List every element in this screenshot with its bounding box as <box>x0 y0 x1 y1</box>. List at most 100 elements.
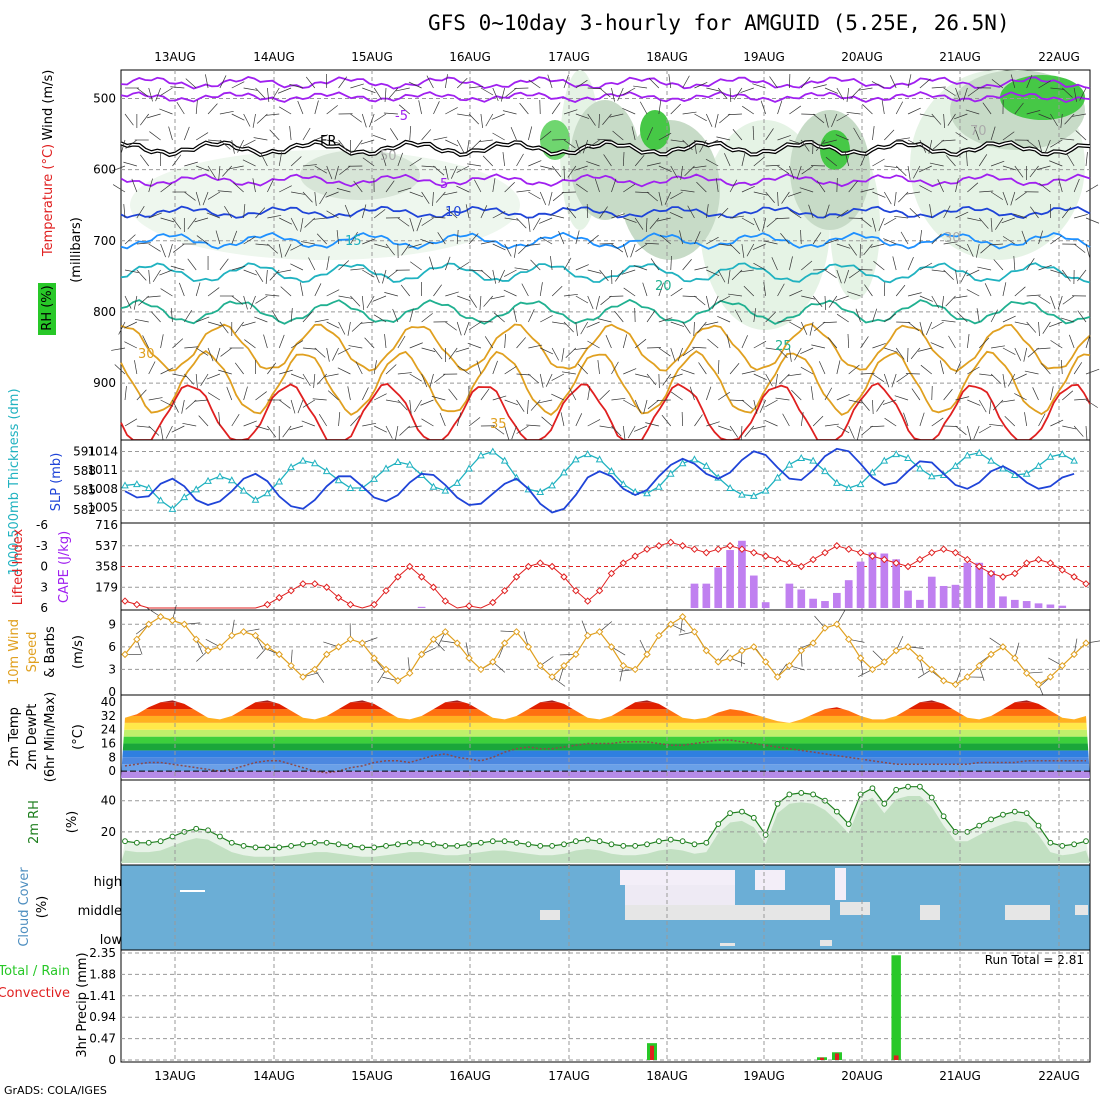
wind-barb <box>540 130 552 141</box>
li-point <box>1046 559 1055 567</box>
wind-barb <box>347 386 351 401</box>
wind-barb <box>326 105 338 115</box>
wind-barb <box>478 320 493 323</box>
thickness-point <box>892 450 901 458</box>
wind-barb <box>836 209 849 219</box>
wind-barb <box>1026 294 1041 297</box>
wind-barb <box>207 347 214 362</box>
wind-barb <box>385 364 397 375</box>
wind-barb <box>184 191 196 201</box>
isotherm-line <box>120 76 1091 90</box>
wind-barb <box>650 258 660 271</box>
wind-barb <box>492 87 499 102</box>
wind-barb <box>643 399 648 414</box>
wind-barb <box>551 373 565 381</box>
wind-barb <box>1074 398 1089 401</box>
wind-barb <box>872 399 874 414</box>
wind-barb <box>743 285 755 297</box>
isotherm-line <box>120 173 1091 188</box>
convective-bar <box>835 1053 839 1060</box>
wind-point <box>263 643 272 651</box>
wind-point <box>322 650 331 659</box>
wind-point <box>145 620 153 628</box>
wind-point <box>477 665 485 674</box>
wind-barb <box>744 425 755 437</box>
contour-label: -5 <box>395 109 408 124</box>
wind-point <box>607 643 616 651</box>
wind-barb <box>271 87 280 101</box>
thickness-point <box>868 468 877 476</box>
precip-tick: 0.94 <box>89 1010 116 1024</box>
wind-barbs <box>111 73 1100 440</box>
wind-point <box>999 643 1007 651</box>
wind-point <box>524 643 533 651</box>
thickness-point <box>797 453 806 462</box>
li-point <box>726 542 734 550</box>
wind-barb <box>530 399 541 411</box>
wind-barb <box>853 127 861 141</box>
series-group <box>121 783 1090 863</box>
wind-barb <box>787 373 802 377</box>
wind-barb <box>1014 347 1022 361</box>
wind-barb <box>159 269 173 276</box>
wind-barb <box>325 191 339 198</box>
wind-barb <box>301 420 315 427</box>
wind-point <box>251 631 260 640</box>
wind-point <box>287 661 295 670</box>
wind-barb <box>243 269 257 276</box>
wind-barb <box>521 283 529 297</box>
wind-barb <box>597 138 612 141</box>
wind-point <box>382 665 390 674</box>
wind-barb <box>231 81 245 89</box>
thickness-point <box>761 486 770 494</box>
temp-tick: 40 <box>101 695 116 709</box>
wind-barb <box>1004 416 1016 427</box>
li-point <box>951 548 960 557</box>
wind-barb <box>219 321 229 334</box>
wind-barb <box>480 205 488 219</box>
wind-barb <box>337 347 351 355</box>
wind-barb <box>279 399 291 409</box>
wind-barb <box>633 265 648 271</box>
wind-barb <box>231 230 238 245</box>
wind-barb <box>386 269 399 279</box>
li-point <box>524 562 533 571</box>
wind-barb <box>567 165 577 178</box>
rh-point <box>466 841 472 848</box>
li-point <box>311 580 319 588</box>
wind-barb <box>966 269 980 277</box>
cape-bar <box>761 602 770 608</box>
wind-barb <box>526 424 541 427</box>
wind-barb <box>142 335 150 349</box>
thickness-point <box>394 457 402 465</box>
temp-band <box>121 722 1090 730</box>
thickness-point <box>144 483 153 492</box>
wind-barb <box>1061 269 1071 282</box>
wind-barb <box>267 214 282 219</box>
wind-point <box>299 673 307 681</box>
thickness-point <box>488 447 497 455</box>
wind-barb <box>860 217 872 228</box>
rh-point <box>1083 838 1089 845</box>
wind-barb <box>595 295 600 310</box>
thickness-point <box>951 461 960 469</box>
wind-barb <box>597 318 612 323</box>
wind-barb <box>160 288 173 297</box>
wind-barb <box>919 113 934 118</box>
wind-barb <box>741 217 755 226</box>
wind-barb <box>978 154 988 167</box>
wind-barb <box>727 113 742 116</box>
li-point <box>678 542 687 550</box>
wind-barb <box>808 204 814 219</box>
wind-barb <box>260 153 268 167</box>
wind-barb <box>1077 310 1087 323</box>
wind-barb <box>538 399 553 404</box>
wind-barb <box>369 113 375 128</box>
wind-barb <box>741 335 748 349</box>
li-point <box>334 593 343 602</box>
wind-barb <box>483 295 494 307</box>
wind-barb <box>929 162 944 167</box>
wind-barb <box>990 309 998 323</box>
wind-barb <box>563 257 572 271</box>
